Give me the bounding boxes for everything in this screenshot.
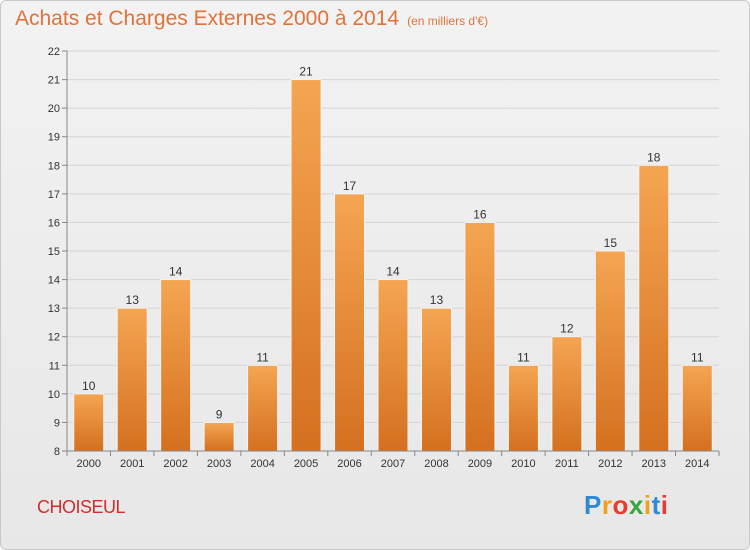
commune-name: CHOISEUL — [37, 497, 126, 517]
chart-title: Achats et Charges Externes 2000 à 2014 (e… — [15, 7, 488, 31]
bar-value-label: 17 — [343, 179, 357, 193]
y-tick-label: 17 — [48, 189, 60, 201]
x-tick-label: 2009 — [468, 458, 492, 470]
bar-value-label: 13 — [126, 293, 140, 307]
y-tick-label: 22 — [48, 46, 60, 58]
bar-value-label: 9 — [216, 407, 223, 421]
proxiti-logo: Proxiti — [584, 490, 668, 521]
x-tick-label: 2007 — [381, 458, 405, 470]
y-tick-label: 21 — [48, 75, 60, 87]
x-tick-label: 2004 — [250, 458, 274, 470]
logo-letter: x — [628, 490, 644, 520]
x-tick-label: 2008 — [424, 458, 448, 470]
y-axis: 8 9 10 11 12 13 14 15 16 17 18 19 20 21 22 — [48, 46, 68, 458]
bar-value-label: 10 — [82, 379, 96, 393]
bar-2005 — [290, 79, 322, 452]
bar-2001 — [116, 307, 148, 452]
bar-2002 — [160, 279, 192, 452]
x-axis: 2000 2001 2002 2003 2004 2005 2006 2007 2008 2009… — [66, 450, 720, 470]
y-tick-label: 18 — [48, 160, 60, 172]
chart-title-text: Achats et Charges Externes 2000 à 2014 — [15, 7, 400, 30]
bar-2012 — [594, 250, 626, 452]
bar-value-label: 11 — [517, 350, 530, 364]
x-tick-label: 2003 — [207, 458, 231, 470]
bar-value-label: 16 — [473, 207, 487, 221]
bar-value-label: 12 — [560, 322, 574, 336]
logo-letter: i — [643, 490, 652, 520]
y-tick-label: 10 — [48, 389, 60, 401]
x-tick-label: 2006 — [337, 458, 361, 470]
bar-2003 — [203, 421, 235, 452]
x-tick-label: 2014 — [685, 458, 709, 470]
logo-letter: t — [651, 490, 661, 520]
bar-2014 — [681, 364, 713, 452]
x-tick-label: 2013 — [642, 458, 666, 470]
bar-2004 — [247, 364, 279, 452]
y-tick-label: 11 — [49, 360, 60, 372]
x-tick-label: 2002 — [163, 458, 187, 470]
y-tick-label: 14 — [48, 275, 60, 287]
bar-2006 — [334, 193, 366, 452]
logo-letter: o — [612, 490, 629, 520]
bar-2009 — [464, 221, 496, 452]
bar-value-label: 11 — [691, 350, 704, 364]
bar-2013 — [638, 164, 670, 452]
bar-value-label: 11 — [256, 350, 269, 364]
x-tick-label: 2001 — [120, 458, 144, 470]
chart-subtitle: (en milliers d'€) — [407, 14, 489, 28]
bar-value-label: 18 — [647, 150, 661, 164]
logo-letter: i — [660, 490, 669, 520]
x-tick-label: 2010 — [511, 458, 535, 470]
y-tick-label: 16 — [48, 217, 60, 229]
bar-2010 — [507, 364, 539, 452]
bar-2011 — [551, 336, 583, 452]
bar-2007 — [377, 279, 409, 452]
y-tick-label: 15 — [48, 246, 60, 258]
y-tick-label: 20 — [48, 103, 60, 115]
x-tick-label: 2011 — [555, 458, 579, 470]
x-tick-label: 2000 — [76, 458, 100, 470]
bar-2008 — [420, 307, 452, 452]
y-tick-label: 9 — [54, 417, 60, 429]
bars: 10 13 14 9 11 21 17 14 13 16 11 12 15 18 11 — [73, 65, 713, 452]
x-tick-label: 2005 — [294, 458, 318, 470]
bar-value-label: 13 — [430, 293, 444, 307]
y-tick-label: 8 — [54, 446, 60, 458]
y-tick-label: 13 — [48, 303, 60, 315]
logo-letter: P — [584, 490, 602, 520]
logo-letter: r — [601, 490, 613, 520]
bar-value-label: 15 — [604, 236, 618, 250]
x-tick-label: 2012 — [598, 458, 622, 470]
bar-2000 — [73, 393, 105, 452]
y-tick-label: 19 — [48, 132, 60, 144]
bar-value-label: 21 — [299, 65, 313, 79]
y-tick-label: 12 — [48, 332, 60, 344]
bar-value-label: 14 — [386, 265, 400, 279]
bar-value-label: 14 — [169, 265, 183, 279]
